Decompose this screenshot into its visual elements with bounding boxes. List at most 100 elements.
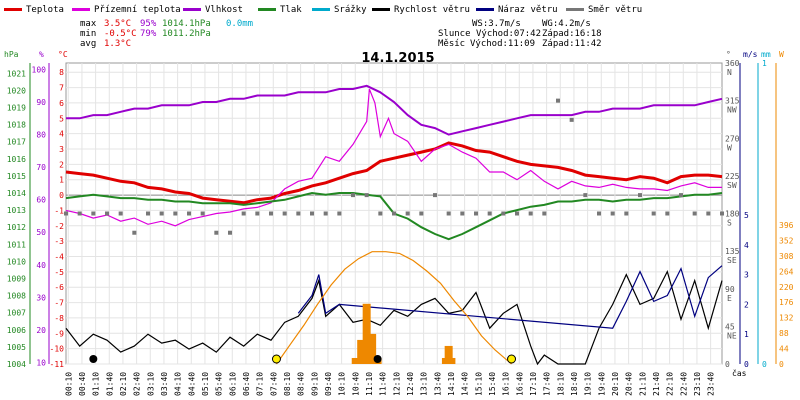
direction-point [528, 211, 533, 216]
stats-avg-temp: 1.3°C [104, 39, 131, 49]
y-tick-direction: 315 [725, 97, 740, 106]
series-line [65, 88, 722, 227]
direction-point [159, 211, 164, 216]
legend-gust-swatch [476, 8, 494, 11]
legend-temp: Teplota [4, 5, 64, 15]
stats-max-label: max [80, 19, 97, 29]
y-tick-celsius: 2 [59, 160, 64, 169]
direction-point [583, 193, 588, 198]
direction-point [692, 211, 697, 216]
x-tick-label: 03:10 [146, 372, 155, 396]
direction-point [679, 193, 683, 198]
y-tick-watt: 0 [779, 360, 784, 369]
y-tick-hpa: 1008 [7, 292, 26, 301]
y-tick-celsius: -7 [54, 299, 64, 308]
x-tick-label: 13:40 [433, 372, 442, 396]
direction-point [556, 98, 560, 103]
direction-point [665, 211, 670, 216]
axis-title-hpa: hPa [4, 50, 19, 59]
stats-max-pressure: 1014.1hPa [162, 19, 211, 29]
x-tick-label: 01:10 [92, 372, 101, 396]
y-tick-direction-name: NW [727, 106, 737, 115]
y-tick-hpa: 1021 [7, 69, 26, 78]
y-tick-watt: 176 [779, 298, 794, 307]
y-tick-hpa: 1013 [7, 206, 26, 215]
legend-direction-label: Směr větru [588, 5, 642, 15]
legend-dew: Přízemní teplota [72, 5, 181, 15]
y-tick-hpa: 1017 [7, 138, 26, 147]
chart-title: 14.1.2015 [361, 51, 434, 66]
direction-point [228, 230, 232, 235]
direction-point [515, 211, 519, 216]
x-tick-label: 02:10 [119, 372, 128, 396]
y-tick-hpa: 1004 [7, 360, 26, 369]
y-tick-hpa: 1018 [7, 121, 26, 130]
series-line [65, 141, 723, 205]
y-tick-hpa: 1007 [7, 309, 26, 318]
y-tick-percent: 20 [36, 326, 46, 335]
direction-point [255, 211, 260, 216]
direction-point [351, 193, 355, 198]
x-tick-label: 14:10 [447, 372, 456, 396]
direction-point [569, 117, 574, 122]
rain-bar [362, 303, 371, 364]
direction-point [501, 211, 506, 216]
x-tick-label: 12:10 [392, 372, 401, 396]
x-tick-label: 21:40 [652, 372, 661, 396]
x-tick-label: 00:40 [78, 372, 87, 396]
legend-wind-label: Rychlost větru [394, 5, 470, 15]
y-tick-ms: 5 [744, 211, 749, 220]
y-tick-watt: 308 [779, 252, 794, 261]
series-line [297, 265, 723, 329]
wind-gust-info: WG:4.2m/s [542, 19, 591, 29]
x-tick-label: 08:10 [283, 372, 292, 396]
stats-max-humidity: 95% [140, 19, 157, 29]
marker-layer [89, 354, 517, 364]
x-tick-label: 04:40 [187, 372, 196, 396]
y-tick-hpa: 1005 [7, 343, 26, 352]
y-tick-direction: 135 [725, 247, 740, 256]
y-tick-hpa: 1020 [7, 86, 26, 95]
y-tick-direction-name: N [727, 68, 732, 77]
moonrise-time: Východ:11:09 [470, 39, 535, 49]
stats-min-label: min [80, 29, 96, 39]
x-tick-label: 16:40 [515, 372, 524, 396]
x-tick-label: 22:10 [666, 372, 675, 396]
sunset-time: Západ:16:18 [542, 29, 602, 39]
x-tick-label: 09:10 [310, 372, 319, 396]
direction-point [296, 211, 301, 216]
x-axis-label: čas [732, 368, 747, 378]
rain-bar [444, 345, 453, 364]
direction-point [187, 211, 191, 216]
direction-point [282, 211, 287, 216]
legend: Teplota Přízemní teplota Vlhkost Tlak Sr… [4, 5, 642, 15]
y-tick-celsius: 0 [59, 191, 64, 200]
y-tick-hpa: 1009 [7, 274, 26, 283]
y-tick-watt: 396 [779, 221, 794, 230]
rain-bar [357, 339, 366, 364]
y-tick-direction: 0 [725, 360, 730, 369]
y-tick-celsius: -11 [50, 360, 65, 369]
x-tick-label: 20:40 [625, 372, 634, 396]
x-tick-label: 07:40 [269, 372, 278, 396]
moonset-time: Západ:11:42 [542, 39, 602, 49]
y-tick-celsius: -1 [54, 206, 64, 215]
legend-temp-label: Teplota [26, 5, 64, 15]
direction-point [392, 211, 396, 216]
direction-point [419, 211, 424, 216]
direction-point [64, 211, 68, 216]
y-tick-celsius: -9 [54, 329, 64, 338]
x-tick-label: 09:40 [324, 372, 333, 396]
y-tick-direction-name: W [727, 143, 732, 152]
legend-wind-swatch [372, 8, 390, 11]
direction-point [706, 211, 711, 216]
y-tick-direction-name: SW [727, 181, 737, 190]
y-tick-percent: 90 [36, 98, 46, 107]
y-tick-celsius: -6 [54, 283, 64, 292]
direction-point [638, 193, 642, 198]
x-tick-label: 15:40 [488, 372, 497, 396]
x-tick-label: 11:10 [365, 372, 374, 396]
direction-point [132, 230, 137, 235]
direction-point [460, 211, 465, 216]
